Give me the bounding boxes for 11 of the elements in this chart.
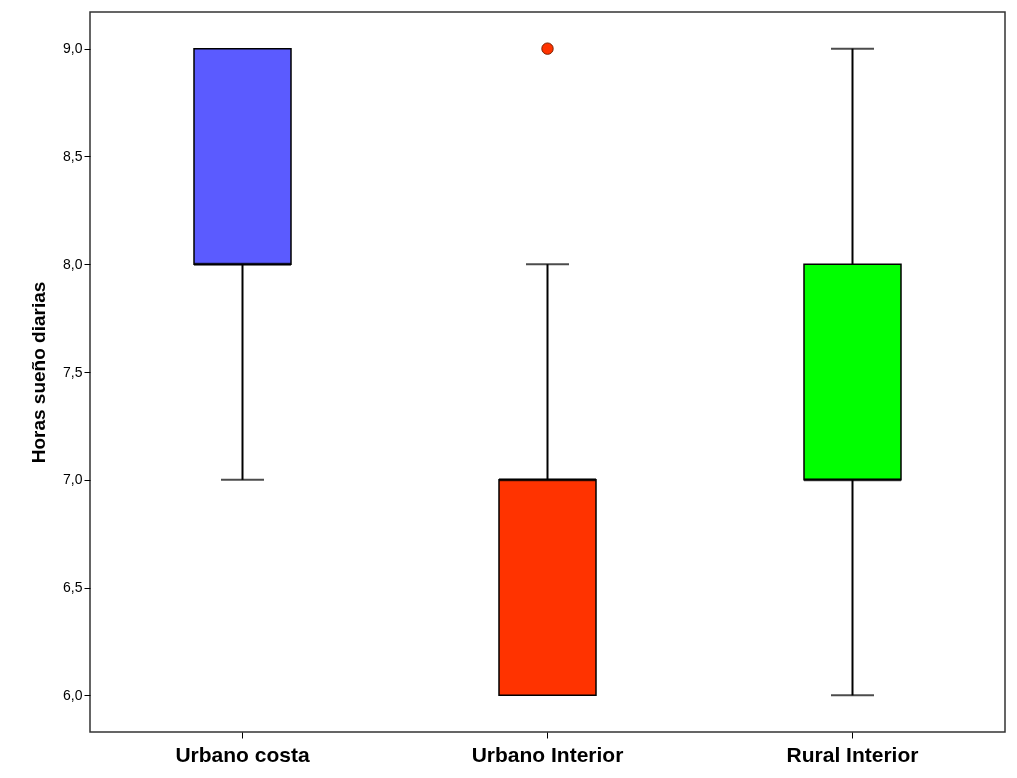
y-tick-label: 6,0 bbox=[63, 686, 83, 703]
x-tick-label: Urbano costa bbox=[175, 742, 310, 766]
y-tick-label: 9,0 bbox=[63, 40, 83, 57]
y-tick-label: 6,5 bbox=[63, 579, 83, 596]
y-axis-title: Horas sueño diarias bbox=[28, 281, 50, 464]
x-tick-label: Rural Interior bbox=[786, 742, 919, 766]
y-tick-label: 8,5 bbox=[63, 147, 83, 164]
y-tick-label: 7,5 bbox=[63, 363, 83, 380]
x-tick-label: Urbano Interior bbox=[471, 742, 624, 766]
y-tick-label: 7,0 bbox=[63, 471, 83, 488]
y-tick-label: 8,0 bbox=[63, 255, 83, 272]
